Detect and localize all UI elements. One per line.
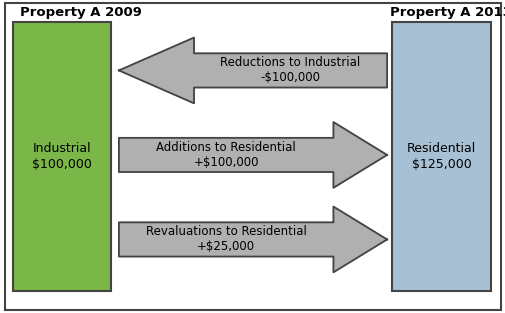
Bar xyxy=(391,22,490,291)
Text: Residential
$125,000: Residential $125,000 xyxy=(406,142,475,171)
Polygon shape xyxy=(119,122,386,188)
Bar xyxy=(13,22,111,291)
Polygon shape xyxy=(119,38,386,103)
Text: Property A 2013: Property A 2013 xyxy=(389,6,505,19)
Polygon shape xyxy=(119,207,386,272)
Text: Property A 2009: Property A 2009 xyxy=(20,6,142,19)
Text: Revaluations to Residential
+$25,000: Revaluations to Residential +$25,000 xyxy=(145,225,306,254)
Text: Industrial
$100,000: Industrial $100,000 xyxy=(32,142,92,171)
Text: Additions to Residential
+$100,000: Additions to Residential +$100,000 xyxy=(156,141,295,169)
Text: Reductions to Industrial
-$100,000: Reductions to Industrial -$100,000 xyxy=(220,56,360,85)
